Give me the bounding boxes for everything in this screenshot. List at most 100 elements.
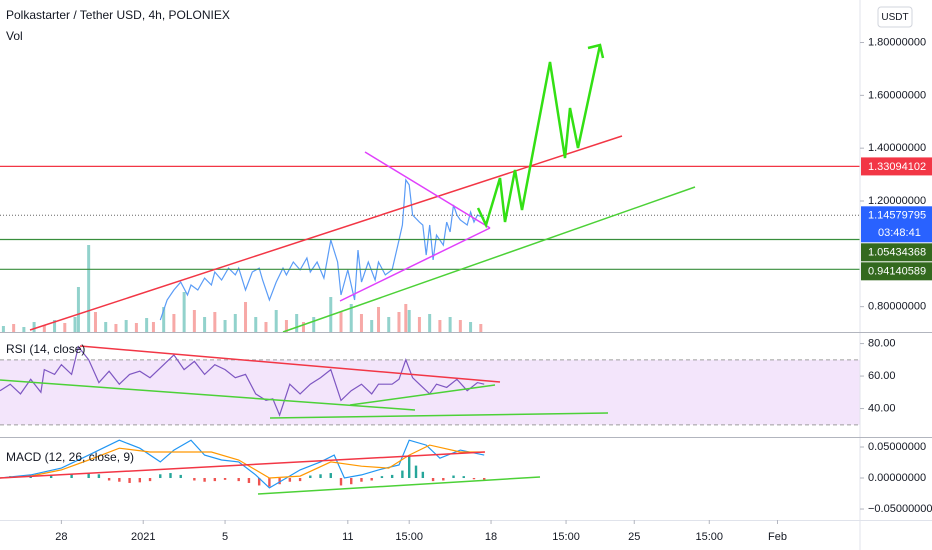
- series-line: [0, 439, 485, 489]
- volume-bar: [93, 312, 97, 332]
- macd-title: MACD (12, 26, close, 9): [6, 450, 134, 464]
- macd-histogram-bar: [288, 478, 292, 482]
- series-line: [0, 345, 485, 417]
- rsi-band: [0, 359, 860, 425]
- macd-histogram-bar: [97, 474, 101, 479]
- volume-bar: [469, 322, 473, 332]
- volume-bar: [404, 304, 408, 332]
- macd-histogram-bar: [278, 478, 281, 485]
- volume-bar: [339, 312, 343, 332]
- rsi-support-2: [349, 384, 496, 406]
- x-tick-label: 2021: [131, 531, 155, 543]
- axis-layer: 28 2021 5 11 15:00 18 15:00 25 15:00 Feb 0.8000000…: [55, 36, 932, 543]
- volume-bar: [213, 312, 217, 332]
- price-label: 1.05434368: [868, 247, 926, 259]
- macd-histogram-bar: [148, 478, 152, 482]
- volume-bar: [172, 314, 176, 332]
- macd-histogram-bar: [159, 474, 162, 479]
- volume-bar: [359, 314, 363, 332]
- countdown-label: 03:48:41: [878, 227, 921, 239]
- x-tick-label: 15:00: [696, 531, 724, 543]
- macd-histogram-bar: [329, 473, 332, 479]
- macd-histogram-bar: [462, 476, 465, 479]
- x-tick-label: 15:00: [552, 531, 580, 543]
- macd-histogram-bar: [70, 474, 73, 479]
- macd-histogram-bar: [390, 474, 394, 479]
- volume-bar: [428, 314, 432, 332]
- volume-bar: [32, 322, 36, 332]
- y-tick-label: 80.00: [868, 337, 896, 349]
- macd-histogram-bar: [247, 478, 251, 483]
- currency-label[interactable]: USDT: [881, 12, 908, 23]
- volume-bar: [397, 312, 401, 332]
- volume-bar: [448, 317, 452, 332]
- volume-bar: [254, 317, 258, 332]
- macd-histogram-bar: [370, 478, 373, 481]
- series-line: [159, 178, 485, 321]
- rsi-title: RSI (14, close): [6, 342, 85, 356]
- macd-histogram-bar: [257, 478, 261, 486]
- rsi-trend: [79, 345, 501, 383]
- volume-title: Vol: [6, 29, 23, 43]
- macd-histogram-bar: [203, 478, 206, 482]
- volume-bar: [145, 318, 149, 332]
- volume-bar: [124, 320, 128, 332]
- chart-title: Polkastarter / Tether USD, 4h, POLONIEX: [6, 8, 230, 22]
- y-tick-label: 0.00000000: [868, 472, 926, 484]
- volume-bar: [244, 302, 248, 332]
- volume-bar: [162, 307, 166, 332]
- volume-bar: [12, 324, 16, 332]
- macd-histogram-bar: [128, 478, 131, 483]
- y-tick-label: 0.05000000: [868, 441, 926, 453]
- volume-bar: [349, 304, 353, 332]
- macd-histogram-bar: [319, 474, 322, 479]
- trend-line: [29, 135, 623, 331]
- y-tick-label: 1.80000000: [868, 36, 926, 48]
- volume-bar: [284, 320, 288, 332]
- macd-histogram-bar: [237, 478, 240, 482]
- macd-histogram-bar: [414, 465, 418, 479]
- macd-histogram-bar: [401, 470, 404, 479]
- macd-histogram-bar: [360, 478, 363, 482]
- volume-bar: [438, 320, 442, 332]
- macd-histogram-bar: [179, 474, 182, 479]
- y-tick-label: 0.80000000: [868, 301, 926, 313]
- volume-bar: [479, 324, 483, 332]
- volume-bar: [192, 310, 196, 332]
- pane-backgrounds: [0, 359, 860, 426]
- x-tick-label: Feb: [768, 531, 787, 543]
- support-line: [282, 186, 696, 333]
- volume-bar: [312, 317, 316, 332]
- volume-bar: [22, 327, 26, 332]
- projection: [476, 44, 602, 229]
- macd-histogram-bar: [339, 478, 343, 486]
- y-tick-label: 1.40000000: [868, 142, 926, 154]
- macd-histogram-bar: [213, 478, 217, 482]
- x-tick-label: 15:00: [395, 531, 423, 543]
- macd-histogram-bar: [169, 473, 172, 479]
- x-tick-label: 5: [222, 531, 228, 543]
- macd-histogram-bar: [223, 478, 227, 480]
- triangle-lower: [339, 227, 491, 302]
- volume-bar: [387, 317, 391, 332]
- volume-bar: [1, 326, 5, 332]
- volume-bar: [274, 310, 278, 332]
- macd-histogram-bar: [107, 478, 111, 481]
- volume-bar: [377, 307, 381, 332]
- y-tick-label: 40.00: [868, 402, 896, 414]
- volume-bar: [233, 314, 237, 332]
- rsi-support: [0, 379, 416, 411]
- currency-button[interactable]: [877, 6, 913, 28]
- volume-bar: [76, 287, 80, 332]
- macd-histogram-bar: [193, 478, 196, 481]
- y-tick-label: 1.60000000: [868, 89, 926, 101]
- volume-bar: [42, 325, 46, 332]
- volume-bar: [458, 320, 462, 332]
- price-label-box: [861, 157, 932, 176]
- macd-histogram-bar: [298, 478, 302, 482]
- macd-histogram-bar: [442, 478, 445, 481]
- volume-bar: [63, 323, 67, 332]
- macd-trend: [0, 451, 486, 479]
- volume-bar: [134, 323, 138, 332]
